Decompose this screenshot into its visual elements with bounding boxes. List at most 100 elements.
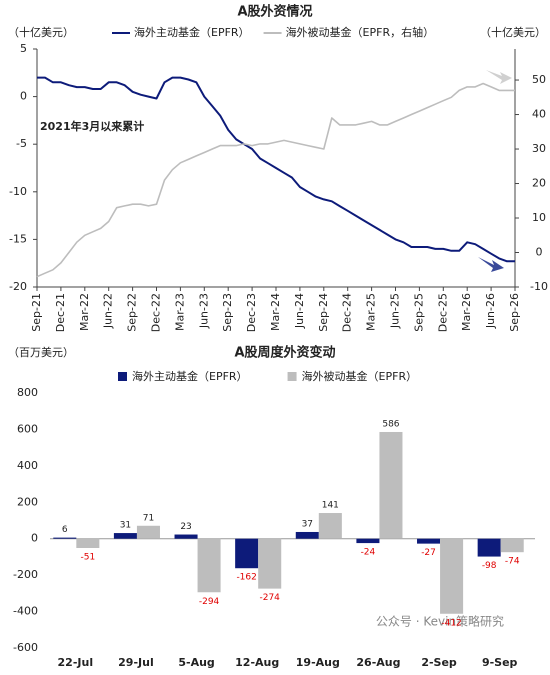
y2-tick-label: 40: [532, 108, 546, 121]
y-tick-label: -5: [16, 137, 27, 150]
bar: [440, 538, 464, 614]
x-tick-label: Dec-23: [245, 293, 258, 332]
arrow: [478, 257, 504, 272]
bar: [258, 538, 282, 589]
x-tick-label: 26-Aug: [356, 656, 400, 669]
x-tick-label: 29-Jul: [118, 656, 154, 669]
y2-tick-label: 10: [532, 211, 546, 224]
y2-tick-label: 20: [532, 177, 546, 190]
data-label: 23: [180, 522, 191, 532]
y-tick-label: 800: [17, 386, 38, 399]
bar: [295, 531, 319, 539]
bar: [235, 538, 259, 569]
data-label: -24: [361, 548, 376, 558]
y2-axis-label: （十亿美元）: [480, 25, 546, 39]
x-tick-label: Mar-24: [269, 293, 282, 331]
y-tick-label: 0: [20, 90, 27, 103]
legend-swatch: [287, 372, 297, 381]
data-label: -27: [421, 548, 436, 558]
legend-label: 海外主动基金（EPFR）: [132, 369, 248, 383]
watermark: 公众号 · Kevin策略研究: [376, 614, 504, 629]
x-tick-label: 5-Aug: [178, 656, 214, 669]
data-label: 6: [62, 525, 68, 535]
y-tick-label: -15: [9, 232, 27, 245]
legend-label: 海外被动基金（EPFR）: [302, 369, 418, 383]
y-tick-label: 5: [20, 42, 27, 55]
data-label: 31: [120, 521, 131, 531]
x-tick-label: Sep-24: [317, 293, 330, 332]
legend-label: 海外被动基金（EPFR，右轴）: [286, 25, 435, 39]
x-tick-label: Mar-25: [365, 293, 378, 331]
annotation: 2021年3月以来累计: [40, 119, 144, 133]
bar: [477, 538, 501, 557]
y-axis-label: （十亿美元）: [8, 25, 74, 39]
y-tick-label: -200: [13, 568, 38, 581]
bar: [136, 525, 160, 539]
y2-tick-label: 50: [532, 73, 546, 86]
x-tick-label: 19-Aug: [296, 656, 340, 669]
arrows: [478, 70, 512, 272]
x-tick-label: Mar-26: [460, 293, 473, 331]
y2-tick-label: 30: [532, 142, 546, 155]
x-tick-label: Jun-25: [389, 293, 402, 329]
x-tick-label: Jun-24: [293, 293, 306, 329]
x-tick-label: 22-Jul: [58, 656, 94, 669]
y-tick-label: -400: [13, 605, 38, 618]
x-tick-label: Sep-26: [508, 293, 521, 332]
y2-tick-label: -10: [530, 280, 548, 293]
bar: [379, 431, 403, 539]
x-tick-label: Jun-22: [102, 293, 115, 329]
x-tick-label: Dec-25: [436, 293, 449, 332]
y2-tick-label: 0: [536, 246, 543, 259]
data-label: -51: [80, 553, 95, 563]
y-tick-label: 0: [31, 532, 38, 545]
data-label: -274: [259, 593, 280, 603]
y-tick-label: 400: [17, 459, 38, 472]
data-label: -162: [236, 573, 256, 583]
x-tick-label: Mar-23: [173, 293, 186, 331]
y-tick-label: -600: [13, 641, 38, 654]
bar: [53, 537, 77, 539]
data-label: -74: [505, 557, 520, 567]
y-axis-label: （百万美元）: [8, 346, 74, 359]
x-tick-label: Jun-26: [484, 293, 497, 329]
bar: [174, 534, 198, 539]
data-label: -294: [199, 597, 220, 607]
line-series: [37, 76, 515, 263]
bar: [318, 513, 342, 539]
data-label: -98: [482, 561, 497, 571]
bar: [197, 538, 221, 593]
arrow: [486, 70, 512, 84]
chart-title: A股周度外资变动: [234, 345, 335, 361]
x-tick-label: Dec-24: [341, 293, 354, 332]
data-label: -412: [441, 618, 461, 628]
y-tick-label: -10: [9, 185, 27, 198]
legend-swatch: [118, 372, 127, 381]
data-label: 37: [302, 519, 313, 529]
bar: [356, 538, 380, 544]
bar: [500, 538, 524, 553]
x-tick-label: Sep-23: [221, 293, 234, 332]
line-series: [36, 82, 515, 278]
x-tick-label: 2-Sep: [421, 656, 457, 669]
x-tick-label: 9-Sep: [482, 656, 518, 669]
chart-title: A股外资情况: [237, 4, 312, 20]
x-tick-label: Jun-23: [197, 293, 210, 329]
data-label: 141: [322, 501, 339, 511]
x-tick-label: Sep-22: [126, 293, 139, 332]
x-tick-label: Dec-21: [54, 293, 67, 332]
bar: [113, 533, 137, 539]
y-tick-label: -20: [9, 280, 27, 293]
x-tick-label: Dec-22: [150, 293, 163, 332]
data-label: 71: [143, 513, 154, 523]
x-tick-label: 12-Aug: [235, 656, 279, 669]
y-tick-label: 200: [17, 495, 38, 508]
y-tick-label: 600: [17, 422, 38, 435]
legend-label: 海外主动基金（EPFR）: [134, 25, 250, 39]
x-tick-label: Sep-25: [412, 293, 425, 332]
x-tick-label: Sep-21: [30, 293, 43, 332]
bar: [76, 538, 100, 549]
data-label: 586: [382, 419, 399, 429]
bar: [417, 538, 441, 544]
